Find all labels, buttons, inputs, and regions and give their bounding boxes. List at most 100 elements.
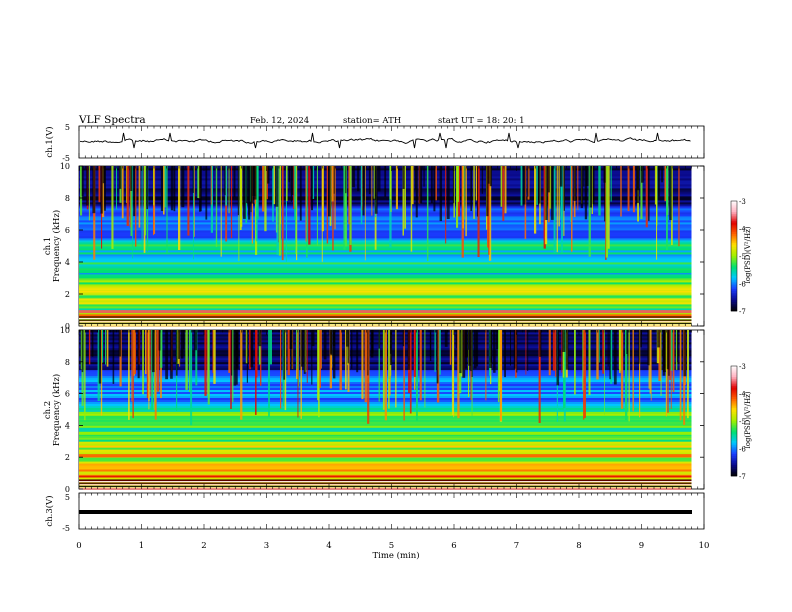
colorbar-tick-label: -4 xyxy=(739,391,746,399)
colorbar-cell xyxy=(731,446,737,449)
colorbar-cell xyxy=(731,389,737,392)
colorbar-cell xyxy=(731,257,737,260)
colorbar-cell xyxy=(731,375,737,378)
colorbar-cell xyxy=(731,461,737,464)
colorbar-cell xyxy=(731,468,737,471)
colorbar-cell xyxy=(731,290,737,293)
xtick-label: 4 xyxy=(326,541,331,551)
colorbar-tick-label: -6 xyxy=(739,281,746,289)
figure-title: VLF Spectra xyxy=(78,114,146,126)
xtick-label: 2 xyxy=(201,541,206,551)
station-label: station= ATH xyxy=(343,116,401,126)
xtick-label: 7 xyxy=(514,541,519,551)
ch3-waveform-ylabel: ch.3(V) xyxy=(44,495,55,526)
colorbar-cell xyxy=(731,208,737,211)
colorbar-cell xyxy=(731,366,737,369)
colorbar-cell xyxy=(731,450,737,453)
colorbar-cell xyxy=(731,239,737,242)
colorbar-cell xyxy=(731,202,737,205)
ch1-ytick-top: 5 xyxy=(65,123,70,132)
colorbar-cell xyxy=(731,391,737,394)
colorbar-cell xyxy=(731,382,737,385)
colorbar-cell xyxy=(731,367,737,370)
colorbar-cell xyxy=(731,400,737,403)
colorbar-cell xyxy=(731,305,737,308)
ch2-colorbar-ticks: -3 -4 -5 -6 -7 xyxy=(739,363,746,481)
time-axis-label: Time (min) xyxy=(372,550,419,561)
colorbar-cell xyxy=(731,437,737,440)
ch1-waveform-ylabel: ch.1(V) xyxy=(44,126,55,157)
colorbar-cell xyxy=(731,301,737,304)
colorbar-cell xyxy=(731,378,737,381)
colorbar-cell xyxy=(731,415,737,418)
colorbar-tick-label: -3 xyxy=(739,363,746,371)
colorbar-cell xyxy=(731,298,737,301)
colorbar-cell xyxy=(731,245,737,248)
colorbar-cell xyxy=(731,444,737,447)
colorbar-cell xyxy=(731,371,737,374)
ytick-label: 6 xyxy=(65,390,70,399)
colorbar-cell xyxy=(731,428,737,431)
colorbar-cell xyxy=(731,421,737,424)
colorbar-cell xyxy=(731,432,737,435)
colorbar-cell xyxy=(731,287,737,290)
colorbar-cell xyxy=(731,454,737,457)
start-time-label: start UT = 18: 20: 1 xyxy=(438,116,525,126)
ytick-label: 10 xyxy=(60,326,70,335)
ytick-label: 0 xyxy=(65,322,70,331)
ch1-spectrogram-image xyxy=(79,166,692,327)
colorbar-cell xyxy=(731,384,737,387)
ytick-label: 6 xyxy=(65,226,70,235)
ytick-label: 4 xyxy=(65,421,70,430)
time-axis: 0 1 2 3 4 5 6 7 8 9 10 xyxy=(76,126,709,551)
ch1-ytick-bottom: -5 xyxy=(62,154,70,163)
colorbar-tick-label: -7 xyxy=(739,308,746,316)
colorbar-cell xyxy=(731,274,737,277)
ch3-waveform-panel: 5 -5 ch.3(V) xyxy=(44,492,705,533)
colorbar-cell xyxy=(731,402,737,405)
colorbar-cell xyxy=(731,219,737,222)
colorbar-cell xyxy=(731,411,737,414)
colorbar-cell xyxy=(731,472,737,475)
ch2-colorbar-label: log(PSD)(V²/Hz) xyxy=(744,391,752,448)
colorbar-cell xyxy=(731,224,737,227)
ch3-ytick-top: 5 xyxy=(65,493,70,502)
colorbar-tick-label: -5 xyxy=(739,253,746,261)
ytick-label: 2 xyxy=(65,290,70,299)
colorbar-cell xyxy=(731,281,737,284)
colorbar-cell xyxy=(731,223,737,226)
colorbar-cell xyxy=(731,206,737,209)
colorbar-cell xyxy=(731,439,737,442)
colorbar-tick-label: -4 xyxy=(739,226,746,234)
colorbar-cell xyxy=(731,474,737,477)
colorbar-cell xyxy=(731,388,737,391)
colorbar-cell xyxy=(731,406,737,409)
ch1-waveform-trace xyxy=(79,132,691,149)
colorbar-cell xyxy=(731,228,737,231)
colorbar-cell xyxy=(731,272,737,275)
colorbar-cell xyxy=(731,463,737,466)
colorbar-cell xyxy=(731,457,737,460)
colorbar-cell xyxy=(731,259,737,262)
colorbar-cell xyxy=(731,426,737,429)
ytick-label: 2 xyxy=(65,453,70,462)
colorbar-cell xyxy=(731,395,737,398)
colorbar-cell xyxy=(731,254,737,257)
colorbar-cell xyxy=(731,419,737,422)
colorbar-cell xyxy=(731,278,737,281)
colorbar-cell xyxy=(731,246,737,249)
xtick-label: 5 xyxy=(389,541,394,551)
colorbar-cell xyxy=(731,443,737,446)
colorbar-cell xyxy=(731,441,737,444)
ch2-spectrogram-image xyxy=(79,330,692,490)
colorbar-cell xyxy=(731,455,737,458)
colorbar-cell xyxy=(731,448,737,451)
colorbar-cell xyxy=(731,430,737,433)
colorbar-cell xyxy=(731,433,737,436)
colorbar-cell xyxy=(731,465,737,468)
colorbar-cell xyxy=(731,410,737,413)
colorbar-cell xyxy=(731,283,737,286)
colorbar-cell xyxy=(731,270,737,273)
ytick-label: 8 xyxy=(65,194,70,203)
